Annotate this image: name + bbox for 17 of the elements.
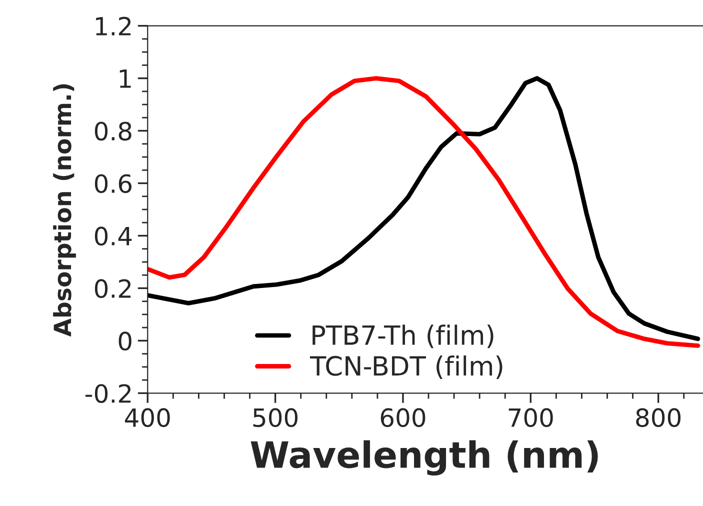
y-axis-title: Absorption (norm.) xyxy=(53,84,76,337)
y-tick-label: 1.2 xyxy=(96,16,131,36)
y-tick-label: 0.8 xyxy=(94,122,132,141)
x-tick-label: 600 xyxy=(380,408,426,428)
x-axis-title: Wavelength (nm) xyxy=(250,440,598,476)
legend-label: TCN-BDT (film) xyxy=(310,355,502,379)
y-tick-label: 0.4 xyxy=(94,226,132,246)
x-tick-label: 500 xyxy=(253,408,298,428)
y-tick-label: 0.6 xyxy=(94,174,132,194)
legend-label: PTB7-Th (film) xyxy=(312,324,494,348)
y-tick-label: 1 xyxy=(120,70,131,88)
y-tick-label: 0 xyxy=(118,332,132,351)
x-tick-label: 700 xyxy=(508,408,553,428)
y-tick-label: 0.2 xyxy=(94,279,131,298)
x-tick-label: 400 xyxy=(124,408,170,428)
x-tick-label: 800 xyxy=(636,408,681,428)
y-tick-label: -0.2 xyxy=(85,384,131,404)
